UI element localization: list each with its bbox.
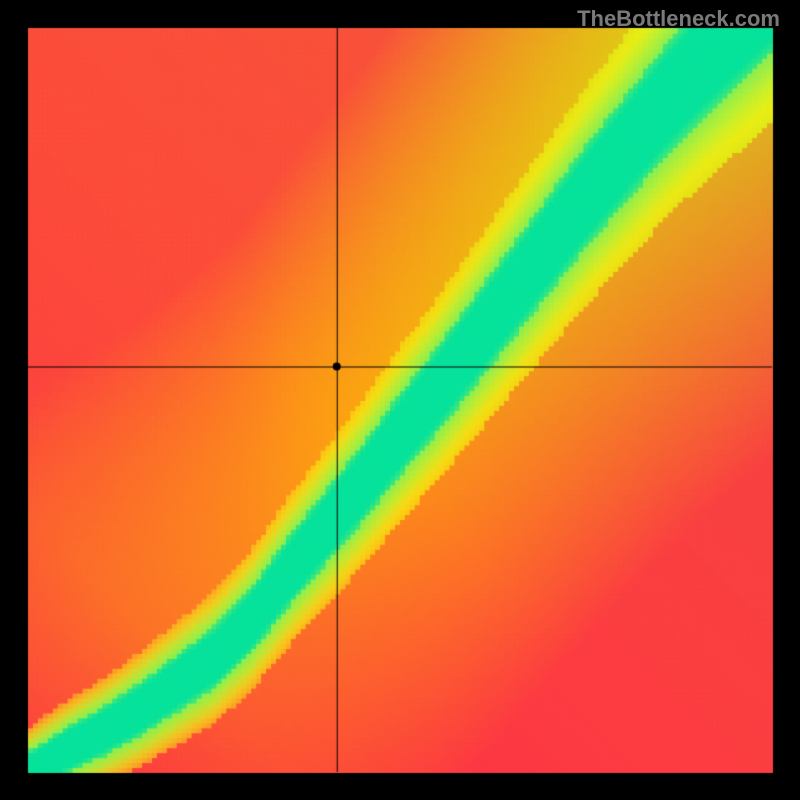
heatmap-canvas (0, 0, 800, 800)
watermark-text: TheBottleneck.com (577, 6, 780, 32)
chart-container: TheBottleneck.com (0, 0, 800, 800)
